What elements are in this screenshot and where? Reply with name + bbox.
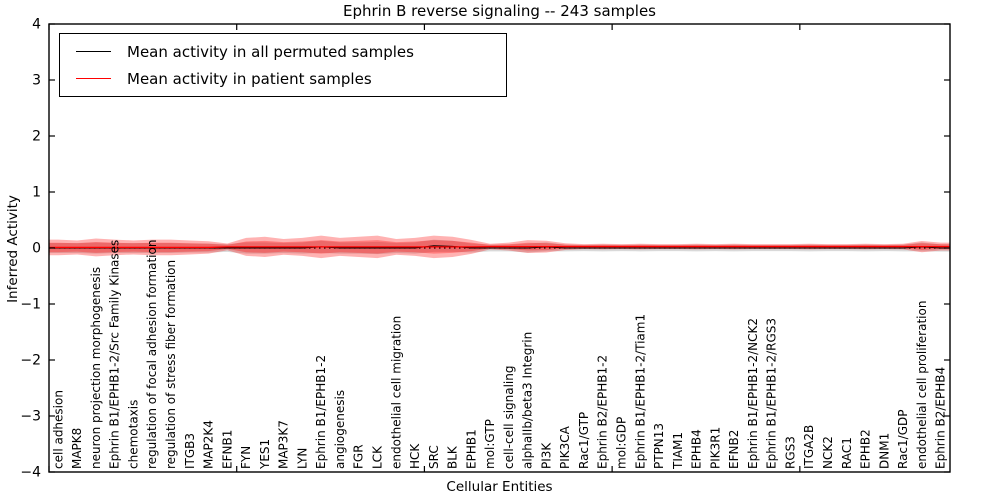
entity-label: Ephrin B1/EPHB1-2/NCK2 xyxy=(746,318,760,469)
y-tick-label: −4 xyxy=(20,465,41,481)
legend: Mean activity in all permuted samples Me… xyxy=(59,33,507,97)
entity-label: endothelial cell proliferation xyxy=(915,301,929,469)
patient-line-sample-icon xyxy=(76,78,111,79)
entity-label: TIAM1 xyxy=(671,432,685,470)
entity-label: ITGA2B xyxy=(802,425,816,469)
entity-label: chemotaxis xyxy=(126,400,140,469)
y-tick-label: 2 xyxy=(32,129,41,145)
entity-label: EPHB2 xyxy=(859,429,873,469)
entity-label: PIK3CA xyxy=(558,425,572,469)
entity-label: LYN xyxy=(295,448,309,469)
entity-label: angiogenesis xyxy=(333,390,347,469)
entity-label: Ephrin B2/EPHB4 xyxy=(934,367,948,469)
y-tick-label: −3 xyxy=(20,409,41,425)
entity-label: alphaIIb/beta3 Integrin xyxy=(521,332,535,469)
entity-label: Ephrin B1/EPHB1-2/Src Family Kinases xyxy=(108,240,122,469)
entity-label: HCK xyxy=(408,443,422,469)
entity-label: EPHB1 xyxy=(464,429,478,469)
entity-label: Ephrin B1/EPHB1-2/RGS3 xyxy=(765,318,779,469)
y-tick-label: −2 xyxy=(20,353,41,369)
entity-label: PTPN13 xyxy=(652,423,666,469)
y-tick-label: 0 xyxy=(32,241,41,257)
entity-label: EFNB2 xyxy=(727,430,741,469)
legend-entry-permuted: Mean activity in all permuted samples xyxy=(60,40,506,64)
permuted-line-sample-icon xyxy=(76,51,111,52)
legend-entry-patient: Mean activity in patient samples xyxy=(60,67,506,91)
entity-label: LCK xyxy=(370,445,384,469)
entity-label: neuron projection morphogenesis xyxy=(89,267,103,469)
entity-label: MAP3K7 xyxy=(277,420,291,469)
entity-label: cell-cell signaling xyxy=(502,366,516,470)
entity-label: mol:GTP xyxy=(483,419,497,469)
entity-label: FGR xyxy=(352,444,366,469)
entity-label: PIK3R1 xyxy=(708,427,722,469)
y-tick-label: 3 xyxy=(32,73,41,89)
entity-label: PI3K xyxy=(539,442,553,469)
entity-label: SRC xyxy=(427,445,441,469)
entity-label: MAP2K4 xyxy=(202,420,216,469)
y-tick-label: 1 xyxy=(32,185,41,201)
entity-label: NCK2 xyxy=(821,436,835,469)
entity-label: DNM1 xyxy=(877,433,891,469)
y-axis-label: Inferred Activity xyxy=(5,195,21,303)
chart-title: Ephrin B reverse signaling -- 243 sample… xyxy=(342,2,656,20)
entity-label: Ephrin B2/EPHB1-2 xyxy=(596,355,610,469)
legend-label-patient: Mean activity in patient samples xyxy=(127,69,372,88)
patient-mean-line xyxy=(49,245,950,249)
entity-label: mol:GDP xyxy=(615,417,629,469)
y-tick-label: −1 xyxy=(20,297,41,313)
y-tick-label: 4 xyxy=(32,17,41,33)
entity-label: RGS3 xyxy=(783,436,797,469)
legend-label-permuted: Mean activity in all permuted samples xyxy=(127,42,414,61)
x-axis-label: Cellular Entities xyxy=(446,479,553,495)
entity-label: Ephrin B1/EPHB1-2/Tiam1 xyxy=(633,314,647,469)
entity-label: FYN xyxy=(239,446,253,469)
entity-label: EPHB4 xyxy=(690,429,704,469)
entity-label: RAC1 xyxy=(840,437,854,469)
entity-label: ITGB3 xyxy=(183,433,197,469)
entity-label: BLK xyxy=(446,445,460,469)
entity-label: regulation of stress fiber formation xyxy=(164,260,178,469)
entity-label: cell adhesion xyxy=(51,390,65,469)
entity-label: MAPK8 xyxy=(70,428,84,469)
entity-label: Ephrin B1/EPHB1-2 xyxy=(314,355,328,469)
entity-label: EFNB1 xyxy=(220,430,234,469)
entity-label: Rac1/GDP xyxy=(896,410,910,469)
entity-label: endothelial cell migration xyxy=(389,316,403,469)
entity-label: YES1 xyxy=(258,439,272,470)
entity-label: Rac1/GTP xyxy=(577,412,591,469)
entity-label: regulation of focal adhesion formation xyxy=(145,240,159,469)
